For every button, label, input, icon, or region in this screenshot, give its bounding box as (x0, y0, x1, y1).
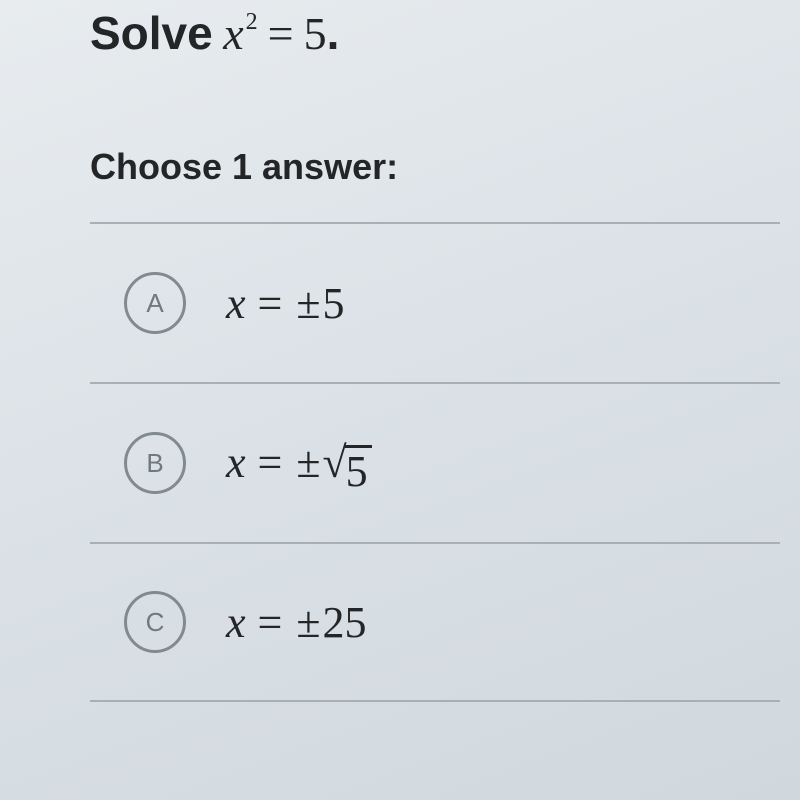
option-expression-a: x=±5 (226, 278, 345, 329)
question-expression: x2=5 (223, 8, 326, 59)
answer-options: A x=±5 B x=±√5 C x=±25 (90, 222, 780, 702)
opt-b-eq: = (246, 438, 295, 487)
opt-c-pm: ± (294, 598, 322, 647)
option-expression-b: x=±√5 (226, 437, 372, 490)
question-period: . (327, 7, 340, 59)
question-exponent: 2 (244, 9, 258, 35)
option-radio-a[interactable]: A (124, 272, 186, 334)
opt-b-val: 5 (344, 445, 372, 494)
opt-c-val: 25 (323, 598, 367, 647)
opt-c-x: x (226, 598, 246, 647)
answer-option-a[interactable]: A x=±5 (90, 222, 780, 382)
opt-a-x: x (226, 279, 246, 328)
opt-a-val: 5 (323, 279, 345, 328)
opt-b-pm: ± (294, 438, 322, 487)
option-letter: C (146, 607, 165, 638)
question-equals: = (258, 8, 304, 59)
option-letter: B (146, 448, 163, 479)
answer-option-b[interactable]: B x=±√5 (90, 382, 780, 542)
sqrt-icon: √5 (323, 441, 372, 490)
question-prefix: Solve (90, 7, 219, 59)
option-letter: A (146, 288, 163, 319)
question-prompt: Solve x2=5. (90, 0, 780, 60)
opt-a-pm: ± (294, 279, 322, 328)
option-radio-c[interactable]: C (124, 591, 186, 653)
option-expression-c: x=±25 (226, 597, 367, 648)
answer-option-c[interactable]: C x=±25 (90, 542, 780, 702)
opt-a-eq: = (246, 279, 295, 328)
quiz-page: Solve x2=5. Choose 1 answer: A x=±5 B x=… (0, 0, 800, 702)
opt-b-x: x (226, 438, 246, 487)
option-radio-b[interactable]: B (124, 432, 186, 494)
question-rhs: 5 (304, 8, 327, 59)
instructions-text: Choose 1 answer: (90, 146, 780, 188)
question-variable: x (223, 8, 243, 59)
opt-c-eq: = (246, 598, 295, 647)
